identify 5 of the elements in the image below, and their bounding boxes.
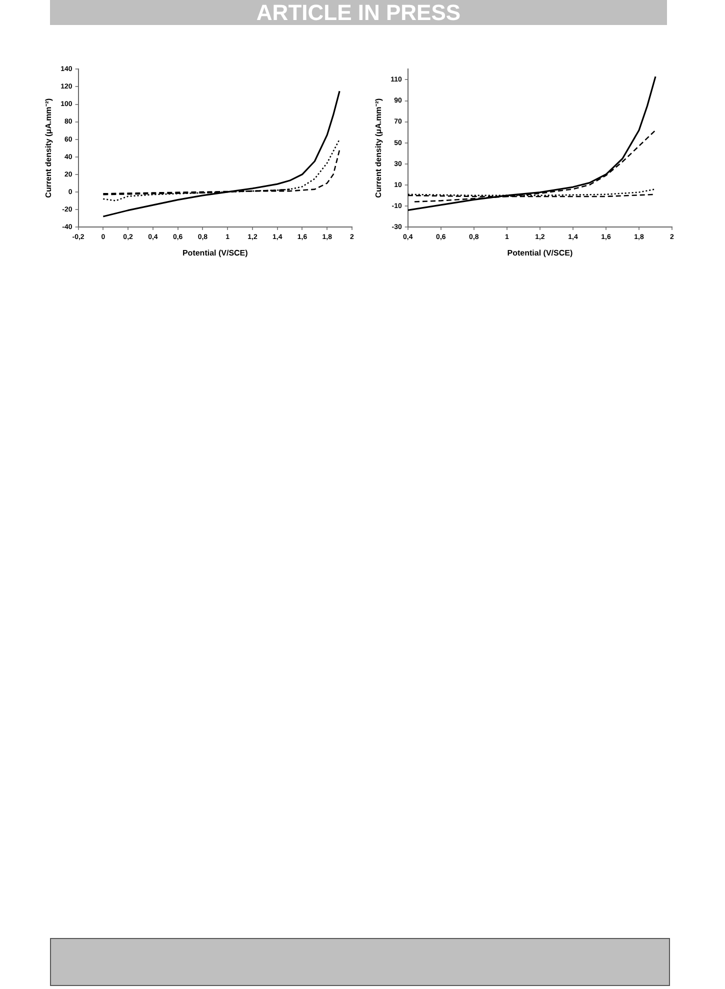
y-axis-title: Current density (μA.mm⁻²) [44,98,54,198]
x-axis-title: Potential (V/SCE) [182,248,248,258]
y-axis-title: Current density (μA.mm⁻²) [374,98,384,198]
text: ARTICLE IN PRESS [50,0,667,25]
x-axis-title: Potential (V/SCE) [507,248,573,258]
